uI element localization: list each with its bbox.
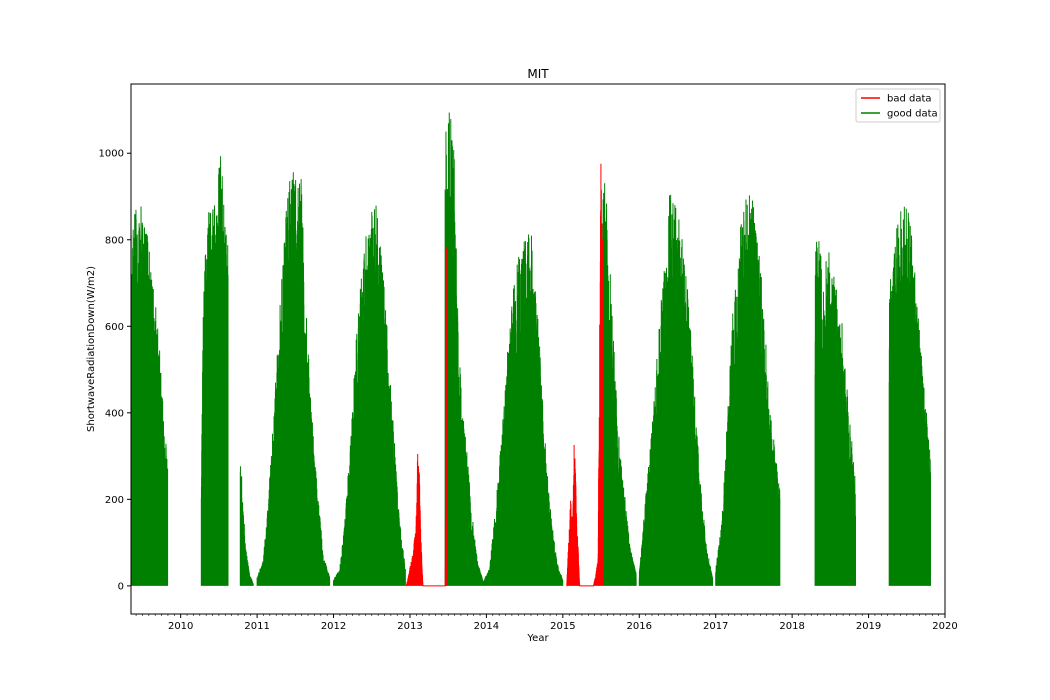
chart-title: MIT	[527, 67, 549, 81]
bad-data-segment-1	[566, 163, 604, 587]
x-tick-label-2018: 2018	[779, 621, 804, 632]
good-data-segment-9	[715, 195, 781, 586]
x-tick-label-2012: 2012	[321, 621, 346, 632]
good-data-segment-3	[256, 172, 331, 586]
legend-label-good-data: good data	[887, 109, 938, 120]
x-tick-label-2011: 2011	[244, 621, 269, 632]
good-data-segment-1	[200, 156, 229, 586]
bad-data-segment-0	[405, 248, 448, 587]
good-data-segment-7	[602, 183, 637, 586]
y-tick-label-600: 600	[105, 322, 124, 333]
plot-frame	[130, 83, 946, 615]
y-tick-label-200: 200	[105, 495, 124, 506]
y-tick-label-800: 800	[105, 235, 124, 246]
good-data-segment-10	[814, 241, 857, 586]
x-axis-label: Year	[526, 633, 549, 644]
good-data-segment-0	[131, 206, 169, 586]
y-axis-label: ShortwaveRadiationDown(W/m2)	[86, 266, 97, 432]
x-tick-label-2019: 2019	[856, 621, 881, 632]
x-tick-label-2020: 2020	[932, 621, 957, 632]
good-data-segment-6	[482, 234, 564, 586]
legend-label-bad-data: bad data	[887, 94, 932, 105]
y-axis: 0 200 400 600 800 1000	[99, 149, 131, 592]
good-data-segment-11	[888, 206, 931, 586]
x-axis: 2010 2011 2012 2013 2014 2015 2016 2017 2018 2019…	[135, 614, 958, 632]
good-data-segment-2	[239, 466, 254, 586]
series-layer	[131, 112, 931, 587]
x-tick-label-2015: 2015	[550, 621, 575, 632]
good-data-segment-8	[638, 194, 714, 586]
x-tick-label-2016: 2016	[627, 621, 652, 632]
x-tick-label-2017: 2017	[703, 621, 728, 632]
y-tick-label-0: 0	[118, 581, 124, 592]
y-tick-label-400: 400	[105, 408, 124, 419]
x-tick-label-2010: 2010	[168, 621, 193, 632]
x-tick-label-2014: 2014	[474, 621, 499, 632]
legend: bad data good data	[855, 88, 941, 123]
x-tick-label-2013: 2013	[397, 621, 422, 632]
good-data-segment-4	[333, 205, 406, 586]
good-data-segment-5	[444, 112, 484, 586]
y-tick-label-1000: 1000	[99, 149, 124, 160]
